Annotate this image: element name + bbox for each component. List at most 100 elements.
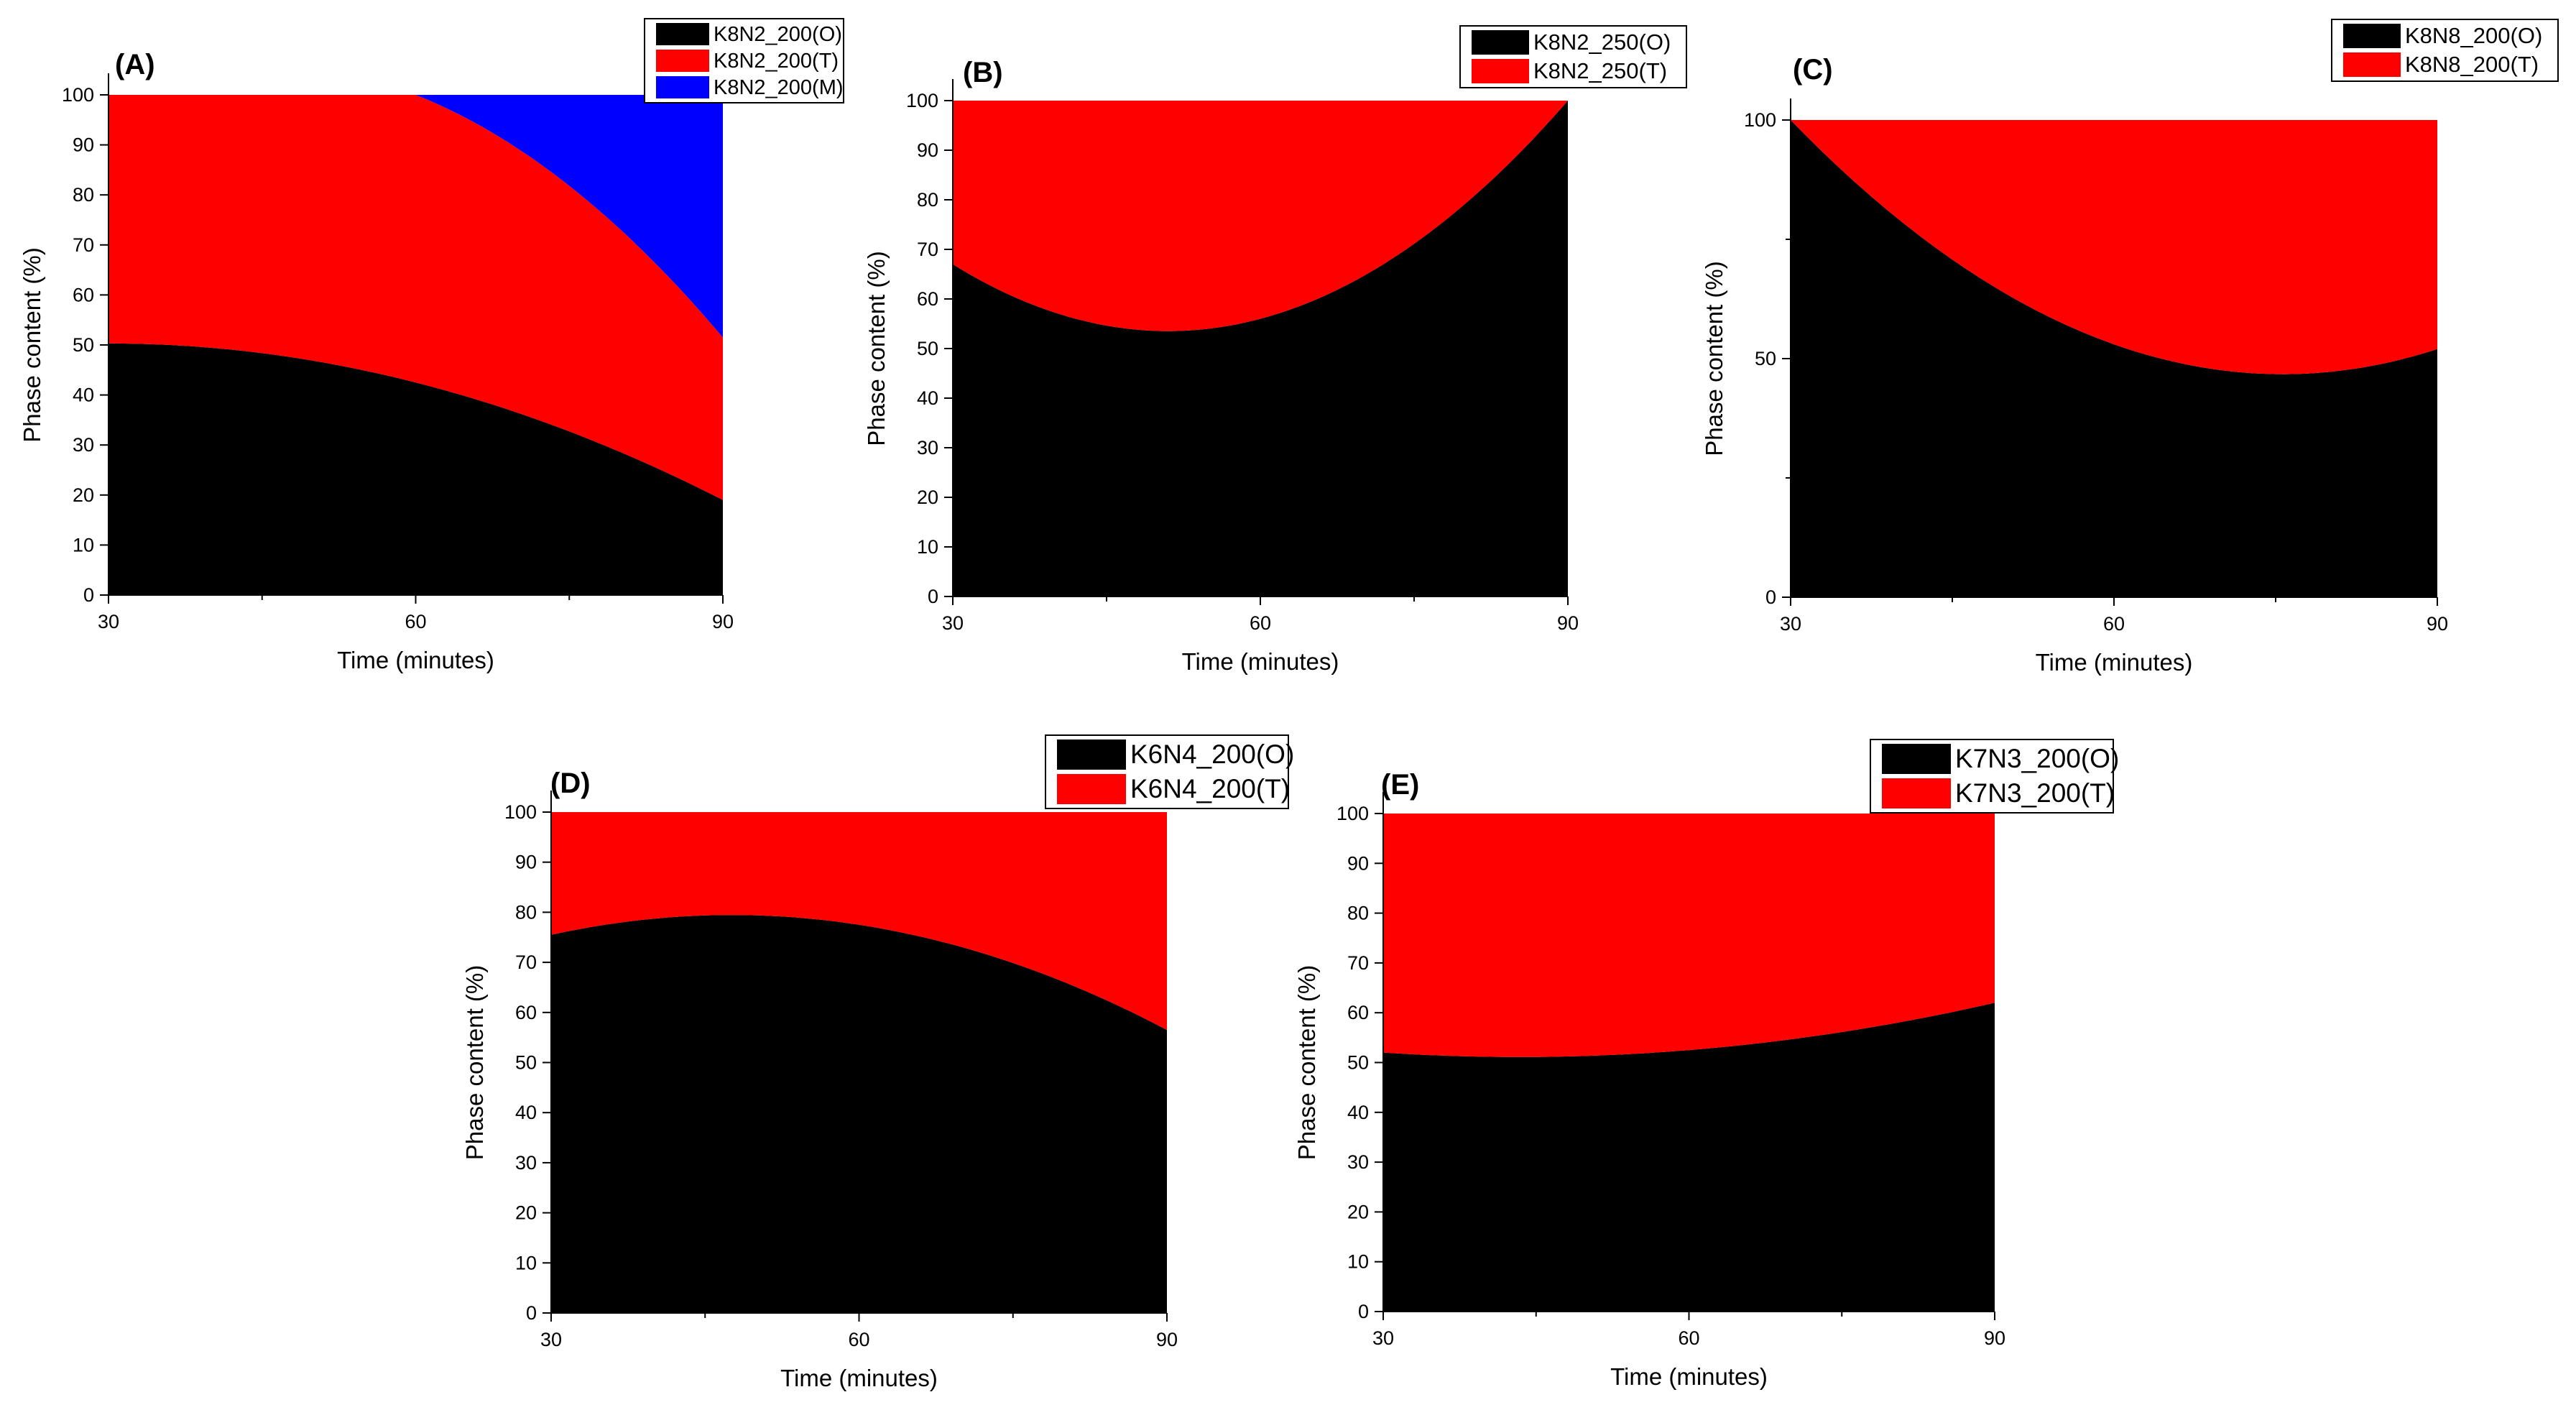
x-tick-label: 90 (712, 611, 734, 632)
y-tick-label: 10 (1347, 1251, 1369, 1273)
y-tick-label: 60 (1347, 1002, 1369, 1023)
x-tick-label: 30 (98, 611, 119, 632)
legend-swatch (2343, 52, 2401, 77)
y-tick-label: 100 (62, 84, 94, 106)
x-axis-label: Time (minutes) (337, 647, 494, 673)
legend-swatch (1057, 774, 1126, 804)
x-axis-label: Time (minutes) (1610, 1363, 1768, 1390)
y-tick-label: 90 (73, 134, 94, 156)
chart-panel-d: 0 10 20 30 40 50 60 70 80 90 100 30 60 90 Time (minute… (461, 734, 1294, 1391)
y-tick-label: 0 (526, 1302, 537, 1324)
y-tick-label: 0 (1765, 586, 1776, 608)
y-tick-label: 60 (515, 1002, 537, 1023)
chart-panel-a: 0 10 20 30 40 50 60 70 80 90 100 30 60 90 Time (minute… (19, 18, 844, 673)
legend-entry: K8N2_250(O) (1533, 29, 1671, 55)
x-tick-label: 90 (2427, 613, 2448, 635)
x-tick-label: 60 (1250, 612, 1271, 634)
legend-swatch (1057, 739, 1126, 770)
panel-label: (A) (115, 49, 155, 80)
legend: K6N4_200(O) K6N4_200(T) (1045, 734, 1294, 809)
panel-label: (D) (550, 768, 591, 799)
y-tick-label: 50 (515, 1052, 537, 1074)
y-tick-label: 60 (73, 284, 94, 305)
area-k8n8-200-o- (1791, 120, 2437, 597)
y-tick-label: 90 (917, 139, 938, 161)
x-tick-label: 90 (1984, 1327, 2005, 1349)
y-axis-label: Phase content (%) (1701, 261, 1727, 456)
y-tick-label: 70 (1347, 952, 1369, 974)
chart-panel-b: 0 10 20 30 40 50 60 70 80 90 100 30 60 90 Time (minute… (863, 25, 1687, 675)
legend-entry: K8N2_200(M) (714, 76, 844, 99)
y-tick-label: 60 (917, 288, 938, 310)
x-tick-label: 30 (942, 612, 964, 634)
x-tick-label: 60 (1678, 1327, 1699, 1349)
legend: K8N8_200(O) K8N8_200(T) (2331, 19, 2559, 82)
legend-swatch (1472, 30, 1529, 55)
legend-swatch (2343, 24, 2401, 48)
y-tick-label: 20 (1347, 1201, 1369, 1222)
y-tick-label: 30 (917, 437, 938, 459)
x-tick-label: 30 (540, 1329, 562, 1350)
area-k8n2-200-t- (109, 95, 723, 500)
y-tick-label: 100 (1337, 803, 1369, 824)
panel-label: (B) (963, 57, 1003, 88)
y-tick-label: 100 (504, 801, 537, 823)
legend-entry: K6N4_200(T) (1130, 774, 1290, 803)
area-k8n2-250-o- (953, 101, 1568, 596)
legend-swatch (1882, 744, 1951, 774)
y-tick-label: 40 (917, 387, 938, 409)
panel-label: (E) (1381, 769, 1419, 801)
y-axis-label: Phase content (%) (863, 251, 890, 446)
y-tick-label: 30 (1347, 1151, 1369, 1173)
area-k8n2-200-m- (109, 95, 723, 338)
legend-swatch (1472, 59, 1529, 83)
y-tick-label: 40 (73, 384, 94, 406)
legend-entry: K8N2_250(T) (1533, 58, 1667, 83)
x-tick-label: 60 (848, 1329, 869, 1350)
legend: K7N3_200(O) K7N3_200(T) (1870, 739, 2119, 814)
y-tick-label: 30 (73, 434, 94, 456)
x-tick-label: 60 (2103, 613, 2125, 635)
y-tick-label: 10 (73, 534, 94, 556)
y-tick-label: 70 (515, 951, 537, 973)
y-tick-label: 50 (1755, 348, 1776, 369)
x-tick-label: 30 (1780, 613, 1801, 635)
legend-entry: K8N8_200(T) (2405, 52, 2539, 77)
y-tick-label: 50 (1347, 1052, 1369, 1074)
y-tick-label: 100 (906, 90, 938, 111)
area-k8n8-200-t- (1791, 120, 2437, 374)
y-axis-label: Phase content (%) (461, 965, 488, 1160)
y-tick-label: 30 (515, 1152, 537, 1174)
y-tick-label: 10 (917, 536, 938, 558)
y-tick-label: 50 (73, 334, 94, 356)
area-k6n4-200-o- (551, 915, 1167, 1313)
legend: K8N2_200(O) K8N2_200(T) K8N2_200(M) (644, 18, 844, 103)
legend-entry: K8N2_200(T) (714, 50, 839, 73)
x-tick-label: 30 (1372, 1327, 1394, 1349)
y-tick-label: 80 (515, 901, 537, 923)
y-tick-label: 20 (515, 1202, 537, 1224)
legend-swatch (656, 23, 709, 45)
y-tick-label: 90 (515, 852, 537, 873)
y-tick-label: 90 (1347, 852, 1369, 874)
y-axis-label: Phase content (%) (1293, 965, 1320, 1160)
y-tick-label: 40 (515, 1102, 537, 1123)
legend-entry: K6N4_200(O) (1130, 739, 1294, 769)
y-tick-label: 40 (1347, 1102, 1369, 1123)
legend-entry: K7N3_200(T) (1955, 778, 2115, 808)
chart-panel-c: 0 50 100 30 60 90 Time (minutes) Phase content … (1701, 19, 2559, 676)
legend-entry: K8N2_200(O) (714, 23, 842, 46)
legend-entry: K8N8_200(O) (2405, 23, 2542, 48)
area-k6n4-200-t- (551, 812, 1167, 1031)
y-tick-label: 100 (1744, 109, 1776, 131)
y-tick-label: 70 (73, 234, 94, 256)
y-tick-label: 10 (515, 1252, 537, 1273)
chart-panel-e: 0 10 20 30 40 50 60 70 80 90 100 30 60 90 Time (minute… (1293, 739, 2119, 1390)
y-tick-label: 20 (917, 487, 938, 508)
x-axis-label: Time (minutes) (2036, 649, 2193, 676)
y-tick-label: 0 (1358, 1301, 1369, 1322)
x-tick-label: 60 (405, 611, 426, 632)
legend-swatch (1882, 778, 1951, 808)
area-k7n3-200-o- (1383, 1003, 1995, 1312)
